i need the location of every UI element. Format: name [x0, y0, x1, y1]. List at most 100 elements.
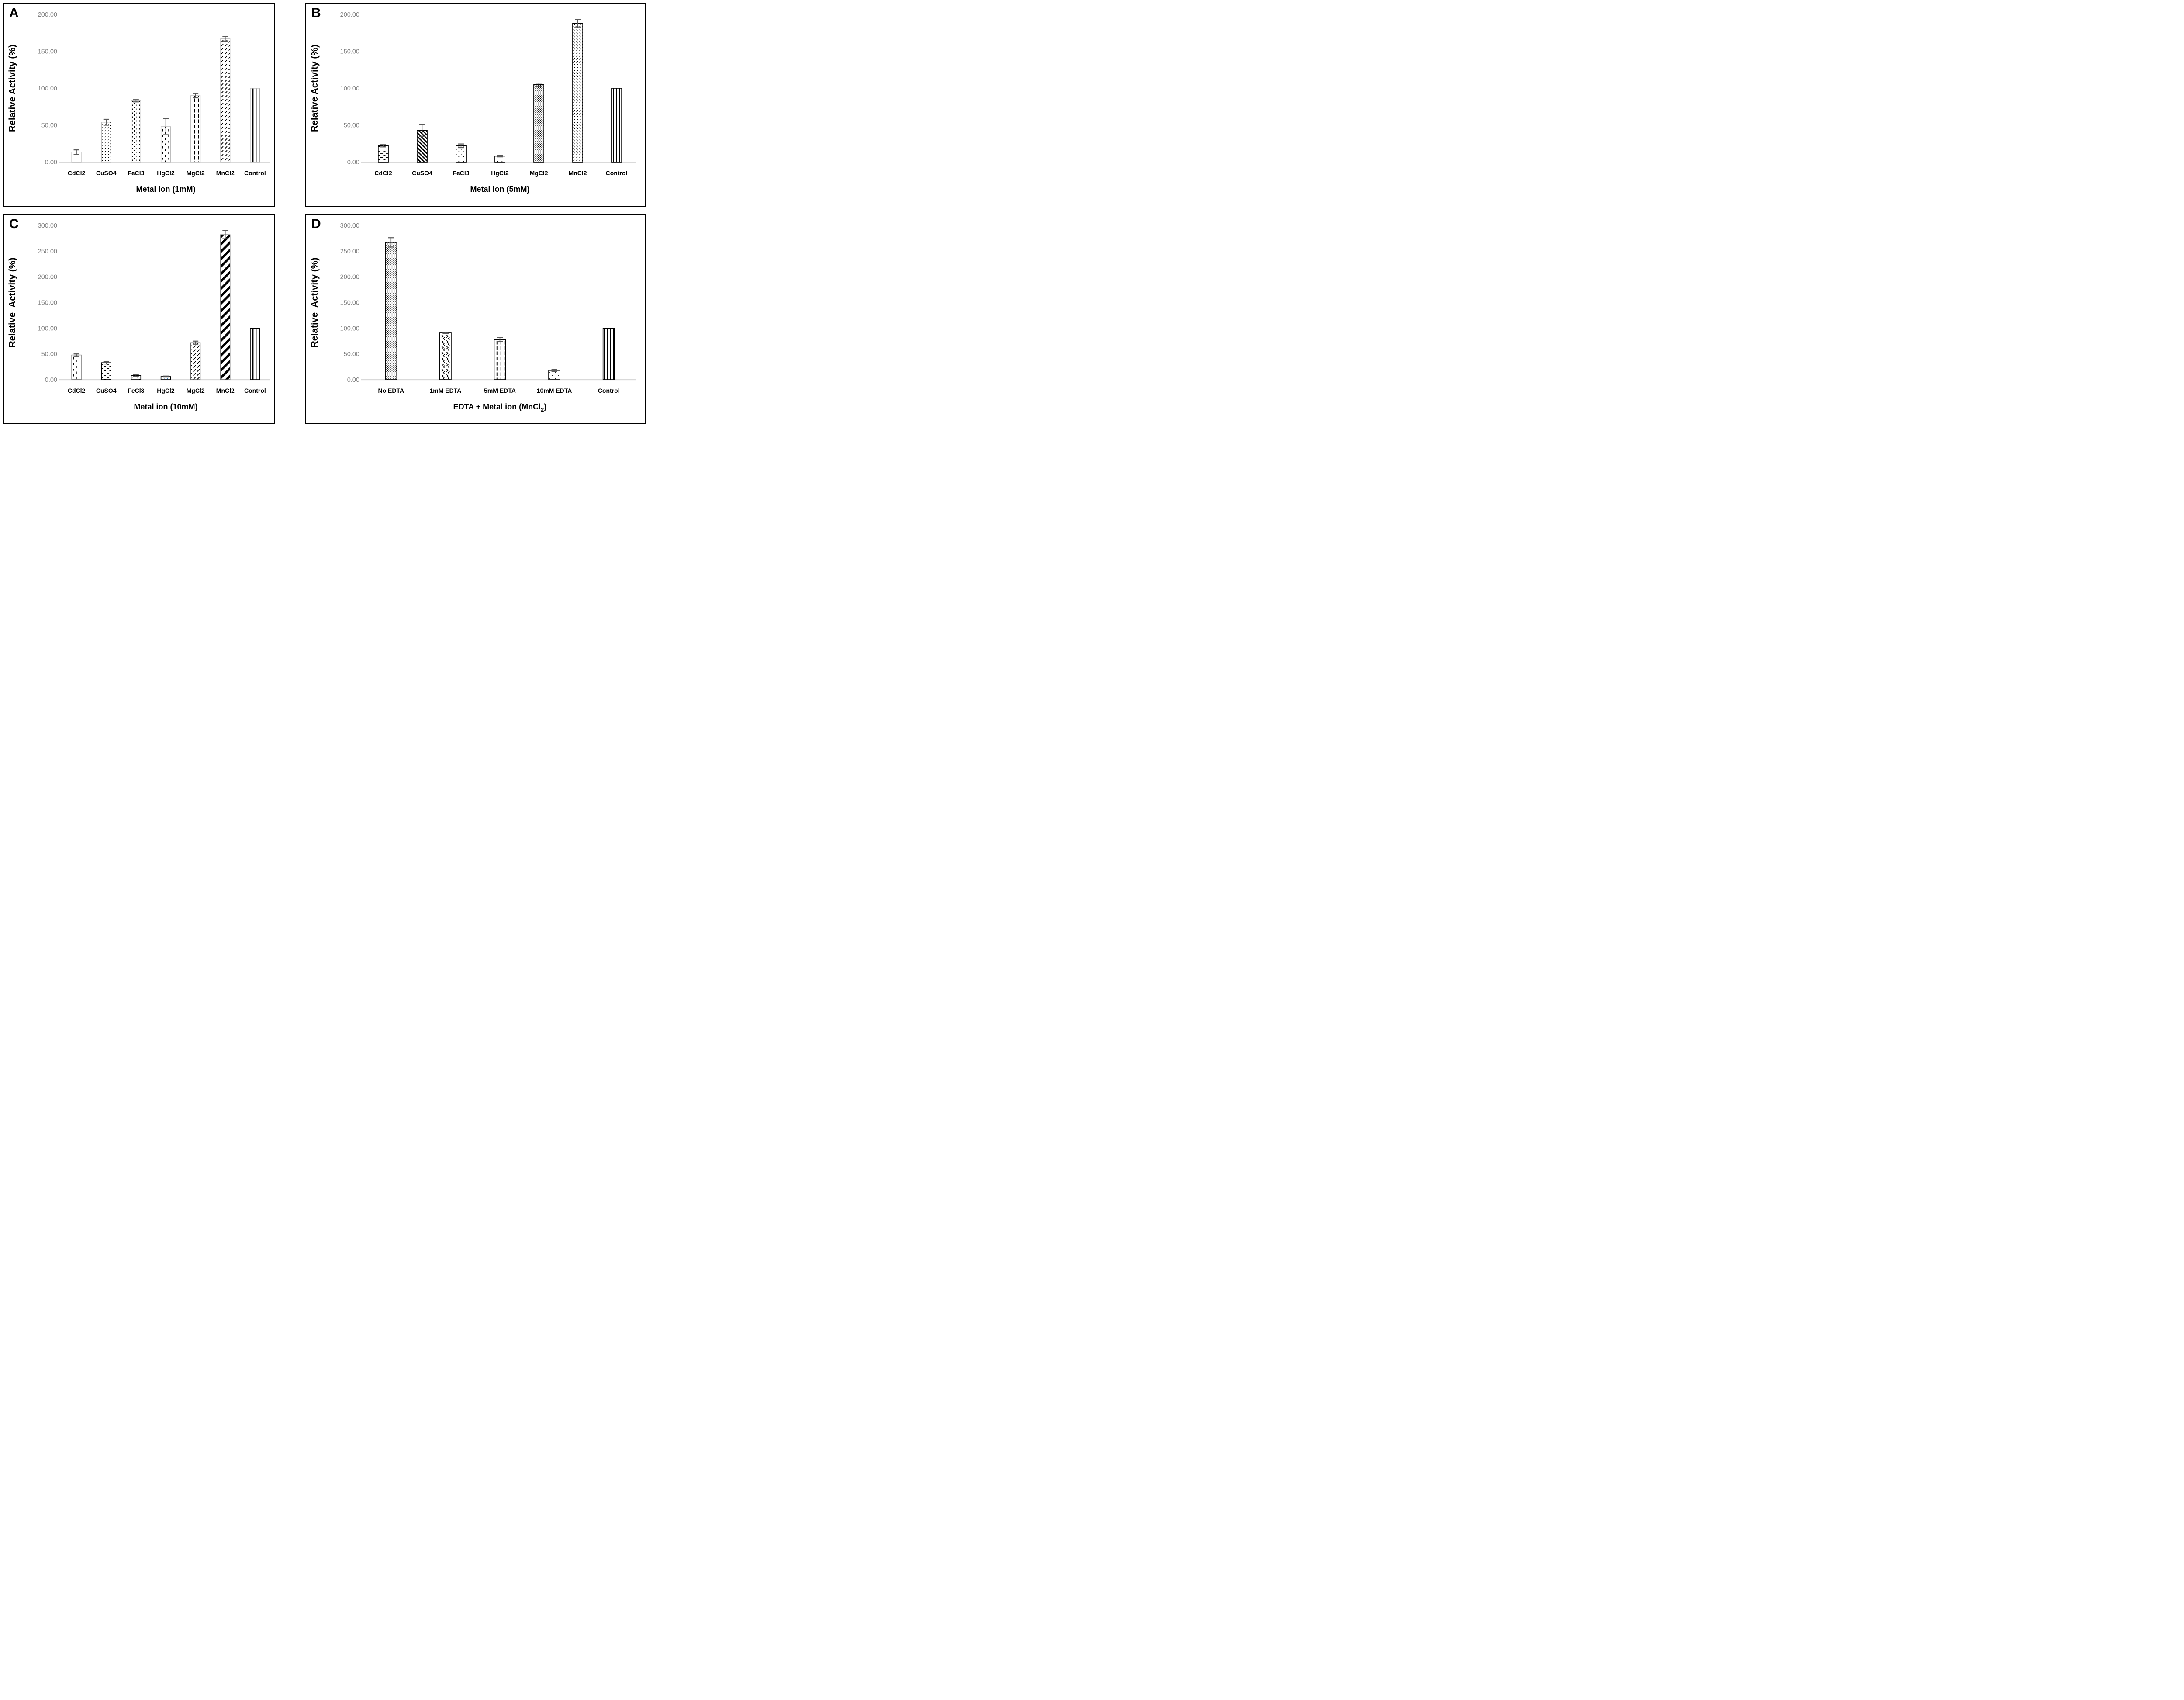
y-tick-label: 300.00: [340, 222, 359, 229]
category-label-FeCl3: FeCl3: [128, 170, 144, 177]
y-tick-label: 0.00: [45, 377, 57, 384]
y-tick-label: 100.00: [38, 85, 57, 92]
bar-MgCl2: [190, 95, 201, 163]
category-label-HgCl2: HgCl2: [157, 387, 175, 394]
category-label-CuSO4: CuSO4: [412, 170, 432, 177]
error-bar-MgCl2: [193, 340, 199, 345]
chart-C-metal-ion-10mM: 0.00 50.00 100.00 150.00 200.00 250.00 300.00 R…: [7, 222, 270, 411]
panel-D: D 0.00 50.00 100.00 150.00 200.00 250.00 300.0…: [305, 214, 646, 424]
y-axis-title: Relative Activity (%): [310, 258, 320, 348]
y-axis-ticks: 0.00 50.00 100.00 150.00 200.00: [38, 11, 57, 166]
y-tick-label: 150.00: [340, 48, 359, 55]
bar-Control: [250, 328, 260, 380]
y-tick-label: 200.00: [38, 274, 57, 281]
y-tick-label: 200.00: [340, 11, 359, 18]
y-tick-label: 150.00: [38, 300, 57, 307]
bar-Control: [602, 328, 615, 380]
category-label-CdCl2: CdCl2: [68, 170, 86, 177]
x-axis-title: EDTA + Metal ion (MnCl2): [453, 402, 547, 413]
plot-area: 0.00 50.00 100.00 150.00 200.00 Relative Acti…: [7, 11, 270, 194]
y-tick-label: 250.00: [340, 248, 359, 255]
panel-A: A 0.00 50.00 100.00 150.00 200.00 Relative Ac…: [3, 3, 275, 207]
bar-FeCl3: [456, 145, 467, 163]
category-label-CdCl2: CdCl2: [68, 387, 86, 394]
y-tick-label: 0.00: [347, 159, 359, 166]
panel-letter-B: B: [311, 6, 321, 20]
y-tick-label: 100.00: [340, 325, 359, 332]
category-label-No-EDTA: No EDTA: [378, 387, 404, 394]
category-label-MgCl2: MgCl2: [187, 170, 205, 177]
y-tick-label: 150.00: [340, 300, 359, 307]
error-bar-CdCl2: [380, 144, 386, 148]
bar-CdCl2: [71, 354, 82, 380]
error-bar-No-EDTA: [388, 237, 394, 248]
error-bar-MgCl2: [536, 83, 542, 87]
y-tick-label: 50.00: [41, 351, 57, 358]
category-label-Control: Control: [606, 170, 628, 177]
panel-letter-D: D: [311, 217, 321, 231]
error-bar-MgCl2: [193, 93, 199, 99]
plot-area: 0.00 50.00 100.00 150.00 200.00 250.00 300.00 R…: [310, 222, 636, 413]
error-bar-CuSO4: [103, 361, 109, 365]
error-bar-1mM-EDTA: [442, 332, 449, 334]
bar-CuSO4: [101, 362, 111, 380]
y-axis-title: Relative Activity (%): [7, 45, 17, 132]
y-tick-label: 100.00: [38, 325, 57, 332]
error-bar-HgCl2: [163, 118, 169, 135]
error-bar-MnCl2: [575, 19, 581, 28]
bar-MnCl2: [572, 23, 583, 163]
chart-A-metal-ion-1mM: 0.00 50.00 100.00 150.00 200.00 Relative Acti…: [7, 11, 270, 194]
error-bar-MnCl2: [222, 36, 228, 42]
y-axis-title: Relative Activity (%): [310, 45, 320, 132]
y-tick-label: 50.00: [344, 351, 359, 358]
error-bar-FeCl3: [458, 143, 464, 149]
category-label-MnCl2: MnCl2: [569, 170, 587, 177]
category-label-HgCl2: HgCl2: [157, 170, 175, 177]
x-axis-title: Metal ion (1mM): [136, 185, 195, 194]
error-bar-10mM-EDTA: [551, 369, 557, 372]
y-tick-label: 50.00: [344, 122, 359, 129]
chart-B-metal-ion-5mM: 0.00 50.00 100.00 150.00 200.00 Relative Acti…: [310, 11, 636, 194]
category-label-MnCl2: MnCl2: [216, 387, 235, 394]
category-label-HgCl2: HgCl2: [491, 170, 509, 177]
plot-area: 0.00 50.00 100.00 150.00 200.00 250.00 300.00 R…: [7, 222, 270, 411]
bar-Control: [611, 88, 622, 163]
bar-MgCl2: [190, 342, 201, 380]
category-label-1mM-EDTA: 1mM EDTA: [429, 387, 461, 394]
y-tick-label: 100.00: [340, 85, 359, 92]
error-bar-5mM-EDTA: [497, 337, 503, 343]
error-bar-FeCl3: [133, 374, 139, 377]
y-axis-ticks: 0.00 50.00 100.00 150.00 200.00 250.00 300.00: [340, 222, 359, 384]
category-label-CuSO4: CuSO4: [96, 170, 117, 177]
y-tick-label: 50.00: [41, 122, 57, 129]
x-axis-title: Metal ion (5mM): [470, 185, 529, 194]
y-axis-ticks: 0.00 50.00 100.00 150.00 200.00: [340, 11, 359, 166]
bars: [385, 237, 615, 380]
plot-area: 0.00 50.00 100.00 150.00 200.00 Relative Acti…: [310, 11, 636, 194]
bars: [71, 230, 260, 380]
error-bar-MnCl2: [222, 230, 228, 239]
panel-letter-C: C: [9, 217, 19, 231]
bar-MnCl2: [220, 234, 231, 380]
y-tick-label: 200.00: [340, 274, 359, 281]
category-label-MgCl2: MgCl2: [530, 170, 548, 177]
y-tick-label: 0.00: [45, 159, 57, 166]
panel-C: C 0.00 50.00 100.00 150.00 200.00 250.00 300.0…: [3, 214, 275, 424]
bar-Control: [250, 88, 260, 163]
bar-1mM-EDTA: [439, 332, 452, 380]
y-axis-title: Relative Activity (%): [7, 258, 17, 348]
error-bar-CdCl2: [73, 149, 79, 155]
category-label-Control: Control: [244, 170, 266, 177]
y-axis-ticks: 0.00 50.00 100.00 150.00 200.00 250.00 300.00: [38, 222, 57, 384]
category-label-Control: Control: [598, 387, 620, 394]
category-label-5mM-EDTA: 5mM EDTA: [484, 387, 516, 394]
panel-B: B 0.00 50.00 100.00 150.00 200.00 Relative Ac…: [305, 3, 646, 207]
error-bar-CdCl2: [73, 353, 79, 357]
chart-D-edta-metal-ion: 0.00 50.00 100.00 150.00 200.00 250.00 300.00 R…: [310, 222, 636, 413]
error-bar-HgCl2: [497, 155, 503, 158]
category-label-CuSO4: CuSO4: [96, 387, 117, 394]
y-tick-label: 300.00: [38, 222, 57, 229]
bars: [378, 19, 622, 163]
category-label-FeCl3: FeCl3: [128, 387, 144, 394]
bars: [71, 36, 260, 163]
